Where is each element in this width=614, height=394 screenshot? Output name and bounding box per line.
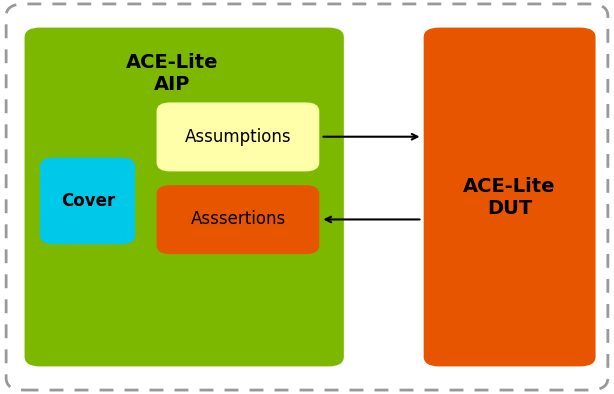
FancyBboxPatch shape (157, 185, 319, 254)
Text: Cover: Cover (61, 192, 115, 210)
Text: ACE-Lite
AIP: ACE-Lite AIP (126, 53, 218, 94)
FancyBboxPatch shape (157, 102, 319, 171)
FancyBboxPatch shape (40, 158, 135, 244)
Text: ACE-Lite
DUT: ACE-Lite DUT (464, 177, 556, 217)
Text: Assumptions: Assumptions (185, 128, 292, 146)
FancyBboxPatch shape (25, 28, 344, 366)
FancyBboxPatch shape (424, 28, 596, 366)
Text: Asssertions: Asssertions (190, 210, 286, 229)
